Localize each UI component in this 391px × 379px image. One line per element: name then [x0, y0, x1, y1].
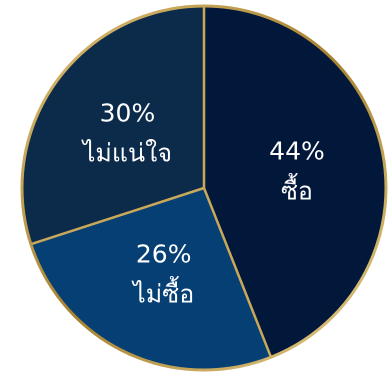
slices-layer [21, 6, 387, 370]
pie-slice-2 [21, 6, 205, 245]
dividers-layer [30, 6, 273, 358]
slice-category-label-0: ซื้อ [281, 172, 313, 205]
slice-value-label-2: 30% [100, 98, 156, 127]
slice-value-label-1: 26% [136, 240, 192, 269]
slice-divider-2 [30, 186, 205, 246]
slice-divider-1 [202, 187, 273, 358]
slice-category-label-1: ไม่ซื้อ [131, 276, 194, 309]
pie-slice-0 [204, 6, 387, 358]
pie-border [20, 4, 388, 372]
pie-slice-1 [30, 188, 271, 370]
labels-layer: 44% ซื้อ 26% ไม่ซื้อ 30% ไม่แน่ใจ [81, 98, 325, 308]
slice-value-label-0: 44% [269, 136, 325, 165]
slice-category-label-2: ไม่แน่ใจ [81, 138, 172, 167]
